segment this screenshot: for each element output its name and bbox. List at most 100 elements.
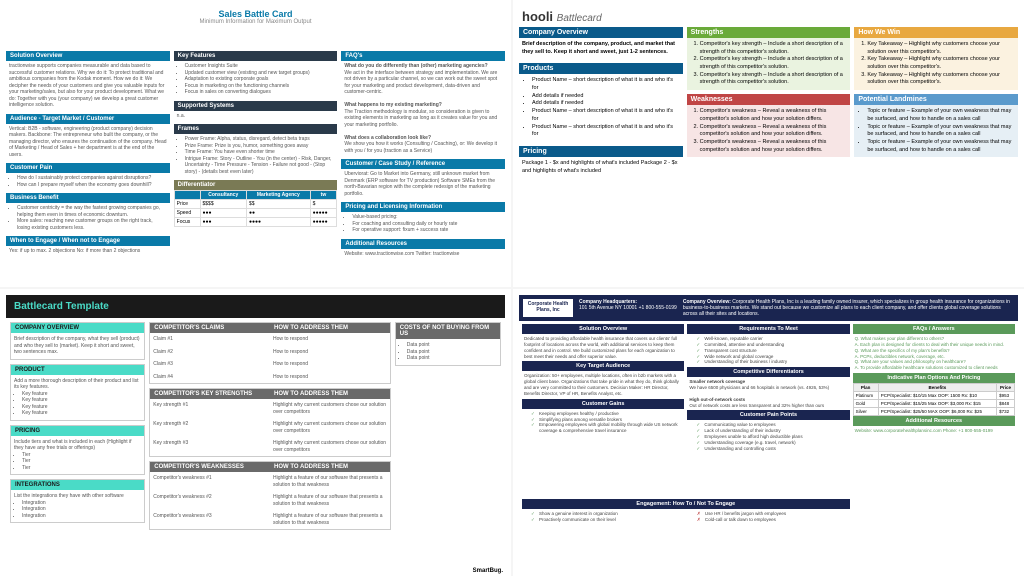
solution-header: Solution Overview (6, 51, 170, 61)
col1: Solution Overviewtractionwise supports c… (6, 51, 170, 281)
pains-body: Communicating value to employeesLack of … (687, 420, 849, 453)
overview: Company Overview: Corporate Health Plans… (683, 299, 1014, 317)
overview-body: Brief description of the company, produc… (519, 38, 683, 59)
res-header: Additional Resources (853, 416, 1015, 426)
logo: Corporate Health Plans, Inc (523, 299, 573, 317)
title: Battlecard Template (6, 295, 505, 318)
req-header: Requirements To Meet (687, 324, 849, 334)
integ-header: INTEGRATIONS (11, 480, 144, 490)
overview-body: Brief description of the company, what t… (11, 333, 144, 359)
claims-h1: COMPETITOR'S CLAIMS (150, 323, 270, 333)
col3: FAQ's What do you do differently than (o… (341, 51, 505, 281)
overview-header: Company Overview (519, 27, 683, 38)
pain-header: Customer Pain (6, 163, 170, 173)
mid-col: COMPETITOR'S CLAIMSHOW TO ADDRESS THEM C… (149, 322, 391, 534)
product-header: PRODUCT (11, 365, 144, 375)
win-header: How We Win (854, 27, 1018, 38)
features-body: Customer Insights SuiteUpdated customer … (174, 61, 338, 98)
casestudy-body: Uberviorat: Go to Market into Germany, s… (341, 169, 505, 199)
pricing-header: PRICING (11, 426, 144, 436)
landmines-body: Topic or feature – Example of your own w… (854, 105, 1018, 157)
pricing-body: Include tiers and what is included in ea… (11, 436, 144, 475)
eng-body: Show a genuine interest in organizationP… (522, 509, 850, 525)
hooli-col1: Company OverviewBrief description of the… (519, 27, 683, 281)
c4-col1: Solution OverviewDedicated to providing … (522, 324, 684, 496)
weak-h1: COMPETITOR'S WEAKNESSES (150, 462, 270, 472)
hooli-col3: How We WinKey Takeaway – Highlight why c… (854, 27, 1018, 281)
sales-battle-card: Sales Battle Card Minimum Information fo… (0, 0, 511, 287)
req-body: Well-known, reputable carrierCommitted, … (687, 334, 849, 367)
faq-body: Q. What makes your plan different to oth… (853, 334, 1015, 373)
faq-header: FAQs / Answers (853, 324, 1015, 334)
resources-header: Additional Resources (341, 239, 505, 249)
eng-header: Engagement: How To / Not To Engage (522, 499, 850, 509)
left-col: COMPANY OVERVIEWBrief description of the… (10, 322, 145, 534)
logo: hooli Battlecard (519, 6, 1018, 27)
landmines-header: Potential Landmines (854, 94, 1018, 105)
battlecard-template: Battlecard Template COMPANY OVERVIEWBrie… (0, 289, 511, 576)
pricing-body: Value-based pricing:For coaching and con… (341, 212, 505, 236)
strengths-header: Strengths (687, 27, 851, 38)
pricing-header: Pricing and Licensing Information (341, 202, 505, 212)
weaknesses-header: Weaknesses (687, 94, 851, 105)
diff-header: Differentiator (174, 180, 338, 190)
target-header: Key Target Audience (522, 361, 684, 371)
win-body: Key Takeaway – Highlight why customers c… (854, 38, 1018, 90)
product-body: Add a more thorough description of their… (11, 375, 144, 420)
footer-brand: SmartBug. (473, 568, 503, 574)
target-body: Organization: 50+ employees, multiple lo… (522, 371, 684, 398)
hooli-battlecard: hooli Battlecard Company OverviewBrief d… (513, 0, 1024, 287)
diff-header: Competitive Differentiators (687, 367, 849, 377)
res-body: Website: www.corporatehealthplansinc.com… (853, 426, 1015, 436)
corporate-health-plans: Corporate Health Plans, Inc Company Head… (513, 289, 1024, 576)
products-header: Products (519, 63, 683, 74)
integ-body: List the integrations they have with oth… (11, 490, 144, 522)
gains-header: Customer Gains (522, 399, 684, 409)
audience-header: Audience - Target Market / Customer (6, 114, 170, 124)
benefit-header: Business Benefit (6, 193, 170, 203)
title: Sales Battle Card (9, 9, 502, 19)
c4-col3: FAQs / AnswersQ. What makes your plan di… (853, 324, 1015, 496)
costs-header: COSTS OF NOT BUYING FROM US (396, 323, 500, 339)
products-body: Product Name – short description of what… (519, 74, 683, 142)
engagement: Engagement: How To / Not To Engage Show … (522, 499, 850, 567)
engage-header: When to Engage / When not to Engage (6, 236, 170, 246)
features-header: Key Features (174, 51, 338, 61)
solution-body: tractionwise supports companies measurab… (6, 61, 170, 111)
costs-body: Data pointData pointData point (396, 339, 500, 365)
hq: Company Headquarters:101 5th Avenue NY 1… (579, 299, 677, 317)
casestudy-header: Customer / Case Study / Reference (341, 159, 505, 169)
strengths-h2: HOW TO ADDRESS THEM (270, 389, 390, 399)
subtitle: Minimum Information for Maximum Output (9, 19, 502, 25)
diff-body: Smaller network coverageWe have 6500 phy… (687, 377, 849, 410)
strengths-body: Competitor's key strength – Include a sh… (687, 38, 851, 90)
pains-header: Customer Pain Points (687, 410, 849, 420)
overview-header: COMPANY OVERVIEW (11, 323, 144, 333)
faq-header: FAQ's (341, 51, 505, 61)
c4-col2: Requirements To MeetWell-known, reputabl… (687, 324, 849, 496)
weak-h2: HOW TO ADDRESS THEM (270, 462, 390, 472)
plans-header: Indicative Plan Options And Pricing (853, 373, 1015, 383)
body: Solution OverviewDedicated to providing … (519, 321, 1018, 570)
claims-h2: HOW TO ADDRESS THEM (270, 323, 390, 333)
grid: Company OverviewBrief description of the… (519, 27, 1018, 281)
pain-body: How do I sustainably protect companies a… (6, 173, 170, 190)
pricing-body: Package 1 - $x and highlights of what's … (519, 157, 683, 178)
top-bar: Corporate Health Plans, Inc Company Head… (519, 295, 1018, 321)
solution-body: Dedicated to providing affordable health… (522, 334, 684, 361)
systems-header: Supported Systems (174, 101, 338, 111)
strengths-h1: COMPETITOR'S KEY STRENGTHS (150, 389, 270, 399)
audience-body: Vertical: B2B - software, engineering (p… (6, 124, 170, 161)
solution-header: Solution Overview (522, 324, 684, 334)
engage-body: Yes: if up to max. 2 objections No: if m… (6, 246, 170, 257)
faq-body: What do you do differently than (other) … (341, 61, 505, 156)
benefit-body: Customer centricity = the way the fastes… (6, 203, 170, 233)
hooli-col2: StrengthsCompetitor's key strength – Inc… (687, 27, 851, 281)
right-col: COSTS OF NOT BUYING FROM USData pointDat… (395, 322, 501, 534)
header: Sales Battle Card Minimum Information fo… (6, 6, 505, 47)
weaknesses-body: Competitor's weakness – Reveal a weaknes… (687, 105, 851, 157)
frames-header: Frames (174, 124, 338, 134)
body: COMPANY OVERVIEWBrief description of the… (6, 318, 505, 538)
resources-body: Website: www.tractionwise.com Twitter: t… (341, 249, 505, 260)
frames-body: Power Frame: Alpha, status, disregard, d… (174, 134, 338, 177)
